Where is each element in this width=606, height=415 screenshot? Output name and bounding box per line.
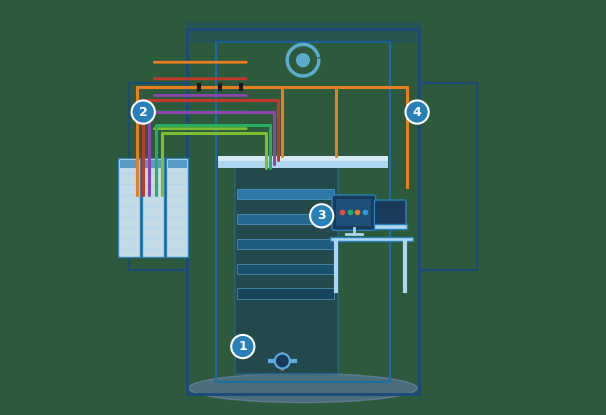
FancyBboxPatch shape: [168, 160, 187, 168]
FancyBboxPatch shape: [218, 156, 388, 168]
FancyBboxPatch shape: [236, 239, 334, 249]
Circle shape: [132, 100, 155, 124]
FancyBboxPatch shape: [167, 158, 188, 257]
Circle shape: [275, 354, 290, 369]
FancyBboxPatch shape: [373, 224, 407, 229]
FancyBboxPatch shape: [187, 23, 419, 42]
FancyBboxPatch shape: [144, 160, 163, 168]
FancyBboxPatch shape: [119, 160, 139, 168]
FancyBboxPatch shape: [236, 214, 334, 224]
FancyBboxPatch shape: [330, 237, 413, 241]
Circle shape: [296, 53, 310, 67]
Circle shape: [405, 100, 429, 124]
FancyBboxPatch shape: [332, 195, 376, 230]
FancyBboxPatch shape: [336, 199, 371, 226]
FancyBboxPatch shape: [375, 200, 406, 225]
FancyBboxPatch shape: [236, 264, 334, 274]
Text: 2: 2: [139, 105, 148, 119]
Circle shape: [310, 204, 333, 227]
FancyBboxPatch shape: [236, 189, 334, 199]
FancyBboxPatch shape: [118, 158, 140, 257]
Text: 3: 3: [318, 209, 326, 222]
Text: 1: 1: [238, 340, 247, 353]
FancyBboxPatch shape: [235, 166, 338, 374]
Circle shape: [231, 335, 255, 358]
FancyBboxPatch shape: [236, 288, 334, 299]
Ellipse shape: [189, 374, 417, 403]
FancyBboxPatch shape: [142, 158, 164, 257]
FancyBboxPatch shape: [218, 156, 388, 161]
Text: 4: 4: [413, 105, 422, 119]
